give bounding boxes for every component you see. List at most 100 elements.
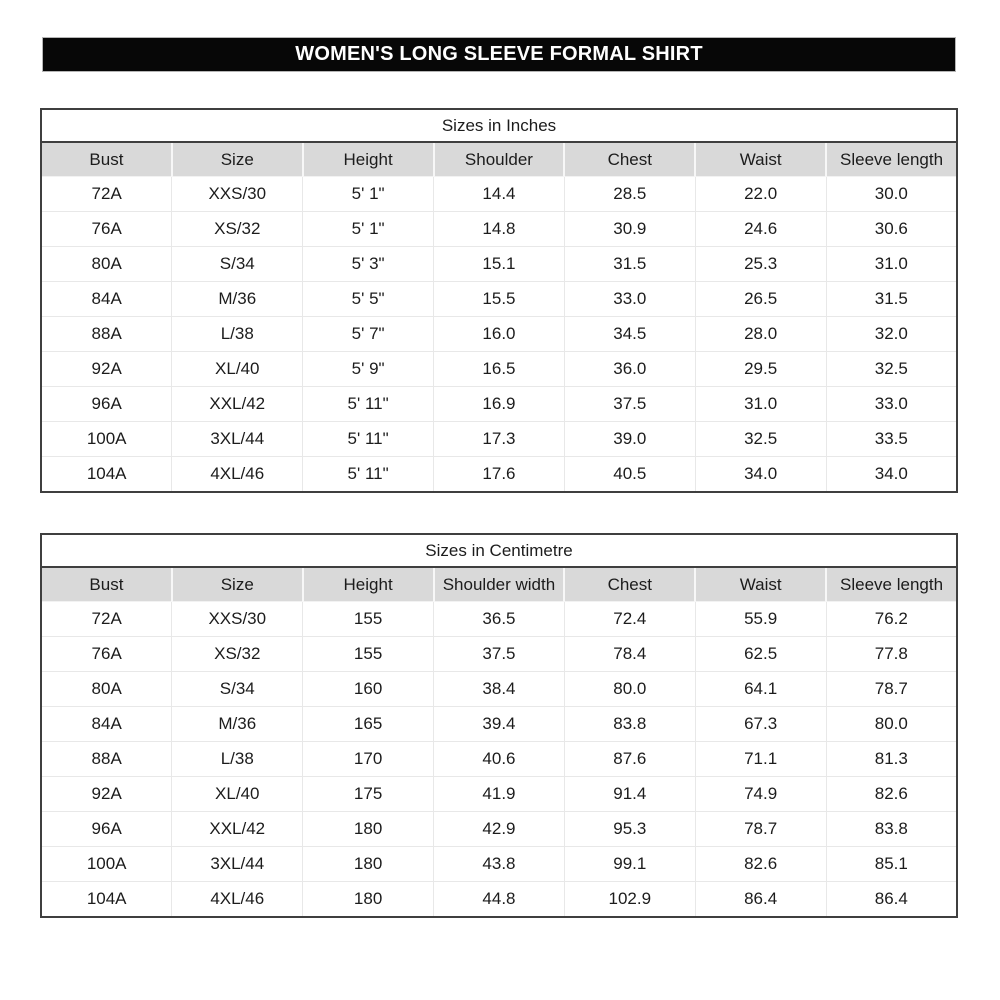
cell: 78.7 (825, 671, 957, 707)
table-row: 92A XL/40 175 41.9 91.4 74.9 82.6 (41, 776, 957, 812)
cell: 39.0 (563, 421, 696, 457)
cell: 100A (41, 421, 172, 457)
column-header: Height (301, 142, 434, 177)
cell: 39.4 (433, 706, 565, 742)
cell: 16.0 (433, 316, 565, 352)
cell: 92A (41, 776, 172, 812)
cell: 31.5 (563, 246, 696, 282)
cell: 34.5 (563, 316, 696, 352)
cell: 5' 11" (302, 456, 434, 492)
cell: 5' 3" (302, 246, 434, 282)
cell: 88A (41, 316, 172, 352)
cell: 84A (41, 281, 172, 317)
cell: L/38 (171, 741, 303, 777)
cell: 72A (41, 601, 172, 637)
cell: 42.9 (433, 811, 565, 847)
table-row: 84A M/36 5' 5" 15.5 33.0 26.5 31.5 (41, 281, 957, 317)
cell: 87.6 (563, 741, 696, 777)
cell: 32.5 (825, 351, 957, 387)
column-header: Size (170, 567, 303, 602)
cell: 100A (41, 846, 172, 882)
column-header: Bust (41, 142, 172, 177)
cell: 84A (41, 706, 172, 742)
column-header: Chest (563, 567, 696, 602)
cell: 175 (302, 776, 434, 812)
cell: 32.5 (694, 421, 827, 457)
table-caption: Sizes in Inches (41, 109, 957, 143)
cell: 5' 9" (302, 351, 434, 387)
cell: 155 (302, 601, 434, 637)
cell: 77.8 (825, 636, 957, 672)
table-row: 100A 3XL/44 180 43.8 99.1 82.6 85.1 (41, 846, 957, 882)
cell: 96A (41, 386, 172, 422)
cell: XL/40 (171, 351, 303, 387)
column-header: Sleeve length (825, 142, 957, 177)
table-row: 104A 4XL/46 180 44.8 102.9 86.4 86.4 (41, 881, 957, 917)
cell: 36.0 (563, 351, 696, 387)
sizes-in-centimetre-table: Sizes in Centimetre Bust Size Height Should… (40, 533, 958, 918)
cell: 5' 1" (302, 176, 434, 212)
column-header: Size (170, 142, 303, 177)
cell: 83.8 (825, 811, 957, 847)
cell: 4XL/46 (171, 881, 303, 917)
cell: 80.0 (825, 706, 957, 742)
cell: 4XL/46 (171, 456, 303, 492)
cell: 78.4 (563, 636, 696, 672)
column-header: Height (301, 567, 434, 602)
cell: 24.6 (694, 211, 827, 247)
cell: 31.0 (694, 386, 827, 422)
cell: 91.4 (563, 776, 696, 812)
cell: 86.4 (694, 881, 827, 917)
cell: 30.6 (825, 211, 957, 247)
cell: 22.0 (694, 176, 827, 212)
cell: 14.4 (433, 176, 565, 212)
cell: 64.1 (694, 671, 827, 707)
cell: 95.3 (563, 811, 696, 847)
cell: 74.9 (694, 776, 827, 812)
table-row: 80A S/34 160 38.4 80.0 64.1 78.7 (41, 671, 957, 707)
table-caption-row: Sizes in Centimetre (41, 534, 957, 568)
cell: 72A (41, 176, 172, 212)
cell: 15.5 (433, 281, 565, 317)
table-caption: Sizes in Centimetre (41, 534, 957, 568)
cell: 40.6 (433, 741, 565, 777)
cell: 33.5 (825, 421, 957, 457)
table-row: 72A XXS/30 5' 1" 14.4 28.5 22.0 30.0 (41, 176, 957, 212)
column-header: Shoulder (432, 142, 565, 177)
cell: 80.0 (563, 671, 696, 707)
cell: 29.5 (694, 351, 827, 387)
table-row: 92A XL/40 5' 9" 16.5 36.0 29.5 32.5 (41, 351, 957, 387)
cell: 62.5 (694, 636, 827, 672)
cell: 76A (41, 211, 172, 247)
cell: 32.0 (825, 316, 957, 352)
page-title: WOMEN'S LONG SLEEVE FORMAL SHIRT (42, 37, 956, 72)
cell: 5' 11" (302, 386, 434, 422)
cell: 180 (302, 881, 434, 917)
cell: 28.0 (694, 316, 827, 352)
cell: 15.1 (433, 246, 565, 282)
cell: 81.3 (825, 741, 957, 777)
cell: 102.9 (563, 881, 696, 917)
cell: 40.5 (563, 456, 696, 492)
cell: XS/32 (171, 636, 303, 672)
cell: 72.4 (563, 601, 696, 637)
cell: 17.3 (433, 421, 565, 457)
cell: L/38 (171, 316, 303, 352)
cell: XXL/42 (171, 811, 303, 847)
cell: 99.1 (563, 846, 696, 882)
cell: XS/32 (171, 211, 303, 247)
table-header-row: Bust Size Height Shoulder Chest Waist Sleeve l… (41, 142, 957, 177)
column-header: Bust (41, 567, 172, 602)
table-row: 96A XXL/42 180 42.9 95.3 78.7 83.8 (41, 811, 957, 847)
cell: XXS/30 (171, 601, 303, 637)
cell: 160 (302, 671, 434, 707)
cell: 16.9 (433, 386, 565, 422)
cell: M/36 (171, 281, 303, 317)
cell: XXS/30 (171, 176, 303, 212)
cell: 83.8 (563, 706, 696, 742)
cell: 31.0 (825, 246, 957, 282)
cell: 85.1 (825, 846, 957, 882)
cell: 71.1 (694, 741, 827, 777)
column-header: Sleeve length (825, 567, 957, 602)
cell: XL/40 (171, 776, 303, 812)
